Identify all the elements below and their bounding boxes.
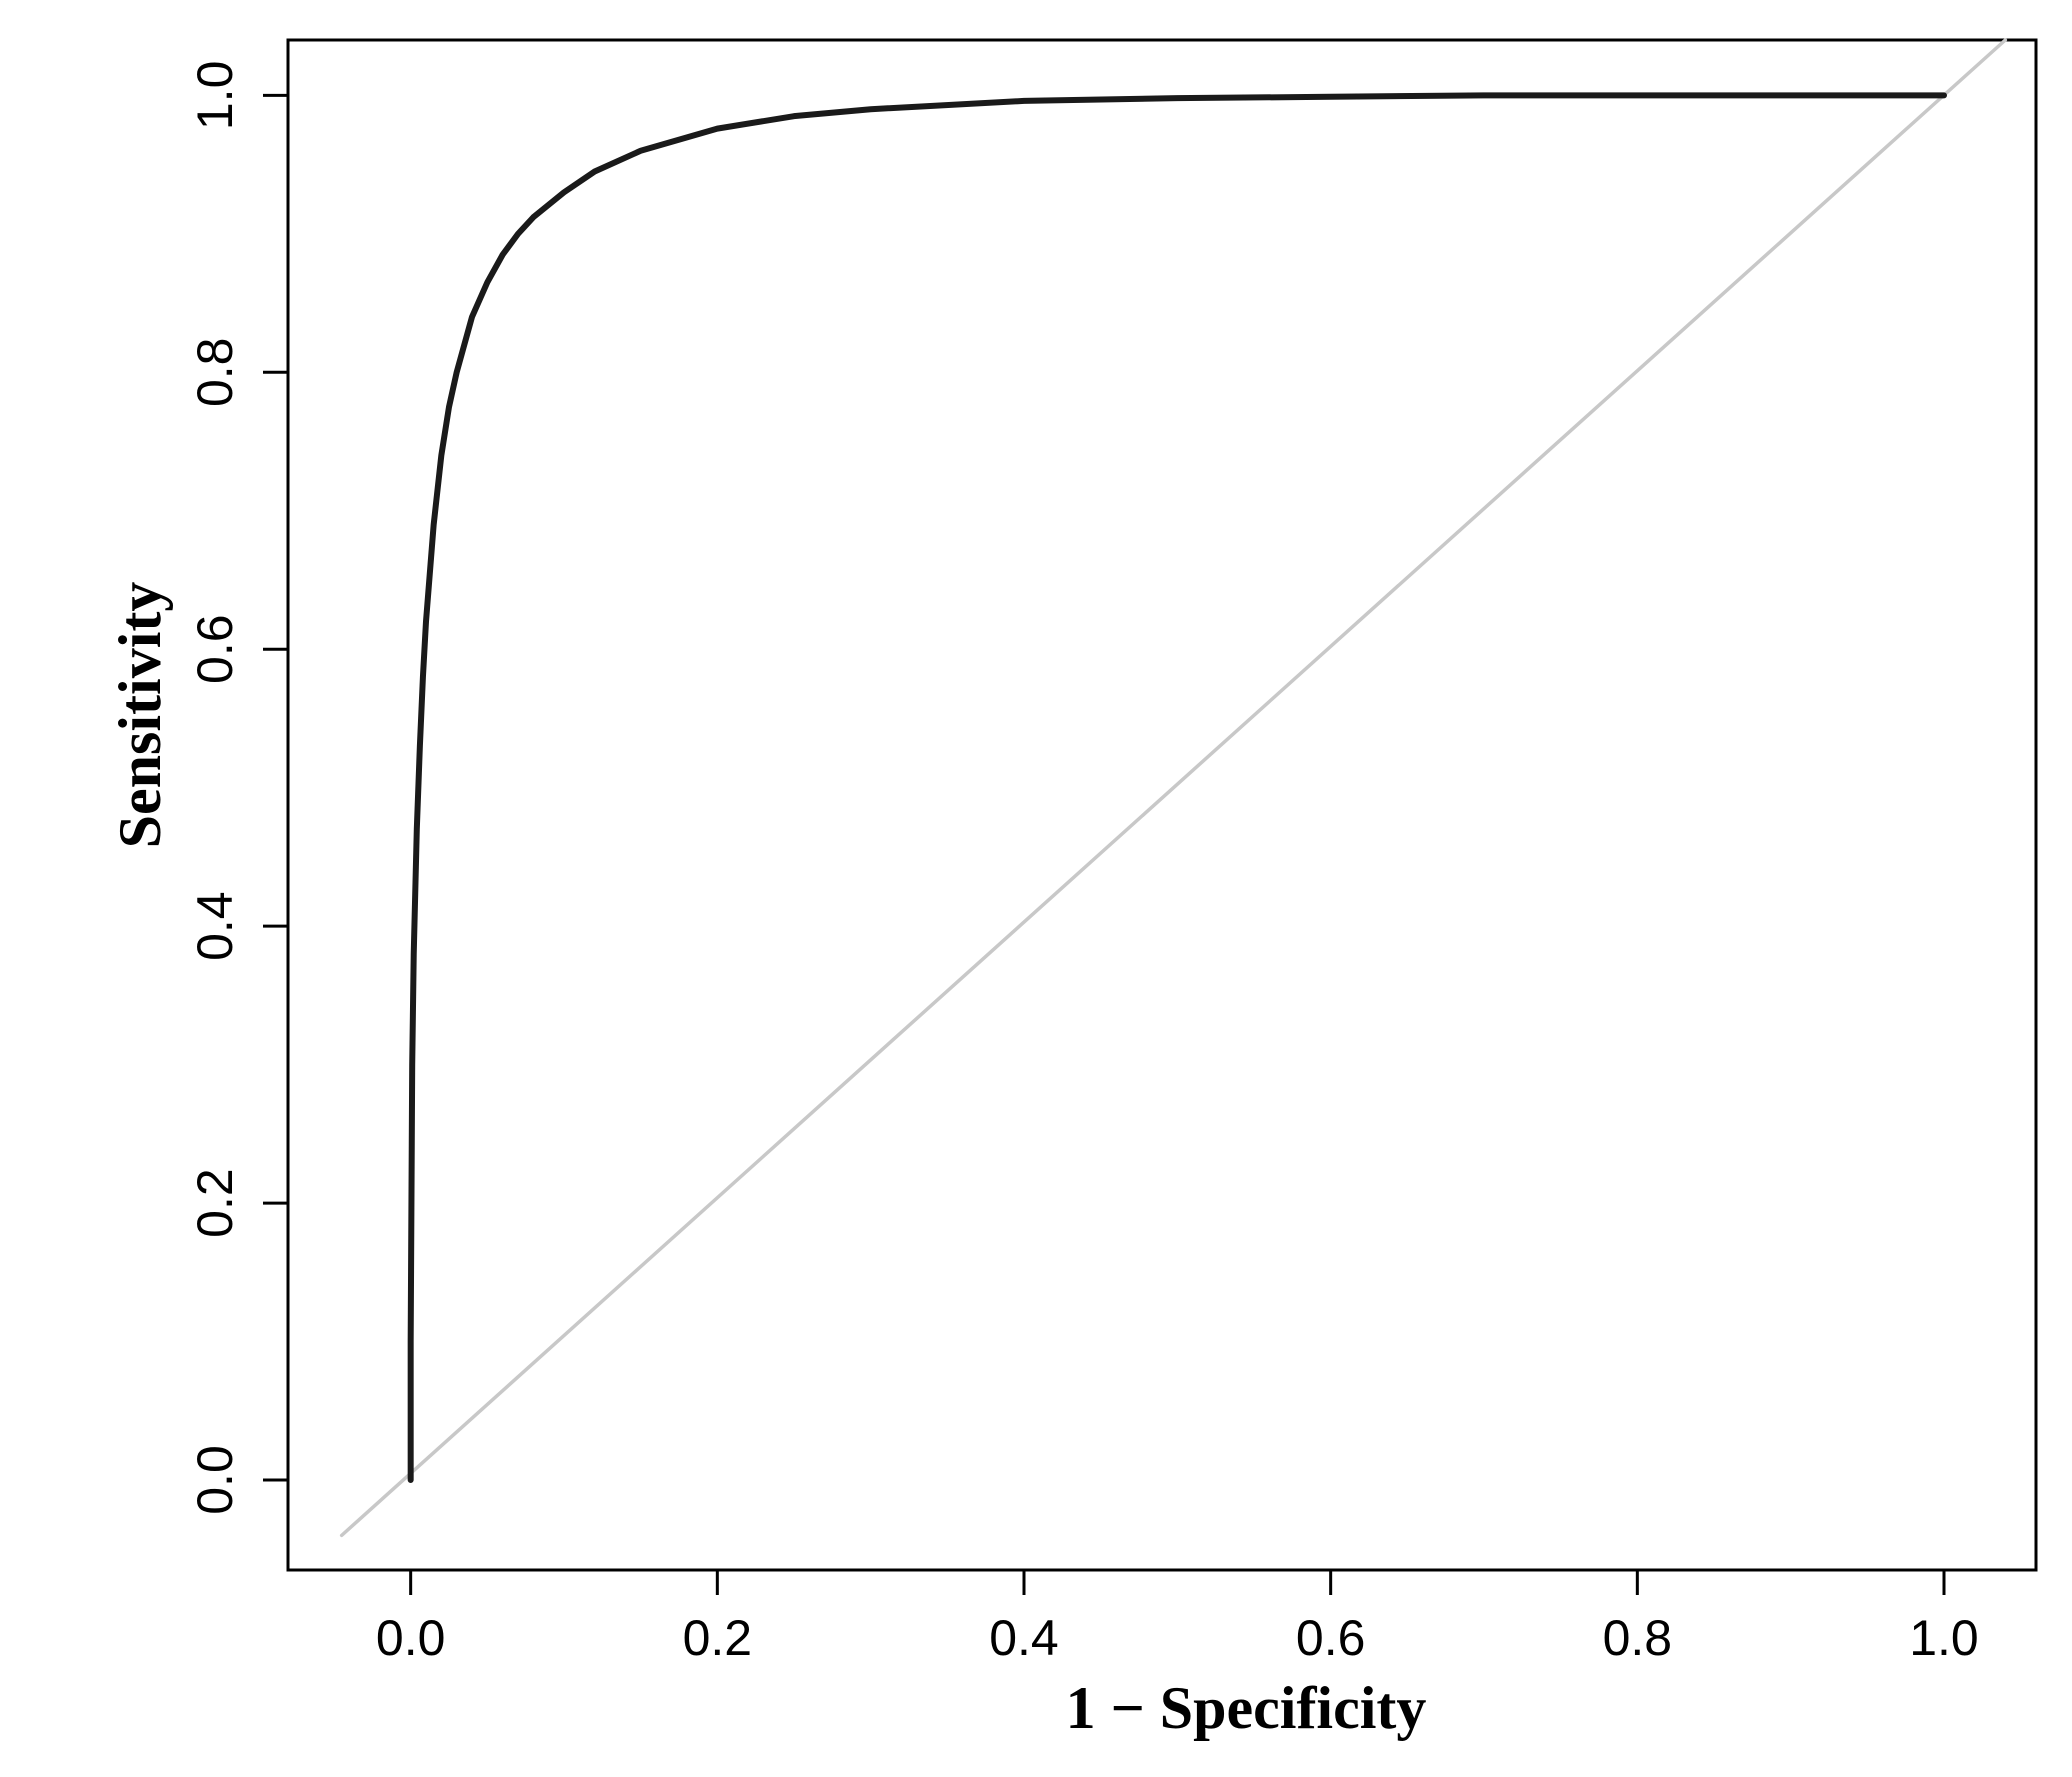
x-tick-label: 0.2 (683, 1610, 753, 1666)
y-tick-label: 0.2 (187, 1168, 243, 1238)
y-tick-label: 0.0 (187, 1445, 243, 1515)
x-tick-label: 0.0 (376, 1610, 446, 1666)
y-axis-title: Sensitivity (107, 582, 173, 849)
x-tick-label: 0.6 (1296, 1610, 1366, 1666)
x-tick-label: 1.0 (1909, 1610, 1979, 1666)
plot-frame (286, 38, 2038, 1572)
x-axis-title: 1 − Specificity (1066, 1675, 1427, 1741)
y-tick-label: 0.4 (187, 891, 243, 961)
series-layer (339, 38, 2008, 1538)
y-tick-label: 1.0 (187, 61, 243, 131)
x-tick-label: 0.8 (1603, 1610, 1673, 1666)
roc-curve-line (407, 92, 1947, 1483)
x-axis: 0.0 0.2 0.4 0.6 0.8 1.0 (376, 1570, 1979, 1666)
x-tick-label: 0.4 (989, 1610, 1059, 1666)
y-tick-label: 0.8 (187, 338, 243, 408)
chance-diagonal-line (339, 38, 2008, 1538)
y-tick-label: 0.6 (187, 614, 243, 684)
y-axis: 0.0 0.2 0.4 0.6 0.8 1.0 (187, 61, 288, 1515)
